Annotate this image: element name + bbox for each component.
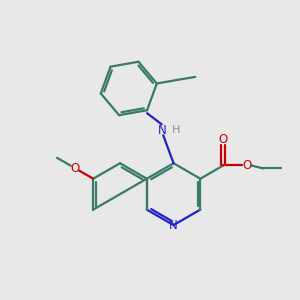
- Text: O: O: [219, 133, 228, 146]
- Text: O: O: [242, 159, 251, 172]
- Text: N: N: [158, 124, 166, 137]
- Text: O: O: [71, 162, 80, 175]
- Text: N: N: [169, 219, 178, 232]
- Text: H: H: [172, 125, 181, 135]
